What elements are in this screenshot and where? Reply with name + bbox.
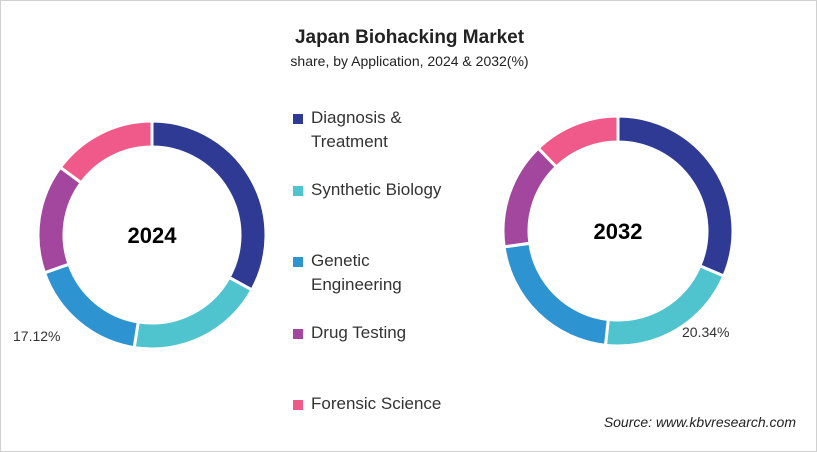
donut-slice-2024-4: [58, 119, 154, 185]
source-note: Source: www.kbvresearch.com: [603, 414, 796, 430]
legend-label: Genetic Engineering: [311, 251, 402, 294]
donut-slice-2024-1: [132, 275, 254, 351]
legend-swatch: [293, 257, 303, 267]
chart-title: Japan Biohacking Market: [294, 27, 525, 48]
legend-label: Drug Testing: [311, 323, 407, 342]
legend-label: Synthetic Biology: [311, 180, 442, 199]
donut-slice-2032-0: [616, 114, 735, 278]
legend-label: Diagnosis & Treatment: [311, 108, 402, 151]
donut-center-label: 2024: [128, 223, 178, 248]
donut-slice-2032-2: [502, 241, 610, 347]
data-label: 17.12%: [13, 328, 60, 344]
donut-slice-2024-3: [36, 165, 84, 275]
legend-swatch: [293, 400, 303, 410]
chart-subtitle: share, by Application, 2024 & 2032(%): [290, 53, 529, 69]
legend-swatch: [293, 186, 303, 196]
data-label: 20.34%: [682, 324, 729, 340]
donut-center-label: 2032: [594, 219, 643, 244]
legend-swatch: [293, 329, 303, 339]
donut-slice-2032-4: [536, 114, 620, 170]
legend-swatch: [293, 114, 303, 124]
legend-label: Forensic Science: [311, 394, 442, 413]
donut-slice-2024-0: [150, 119, 268, 292]
